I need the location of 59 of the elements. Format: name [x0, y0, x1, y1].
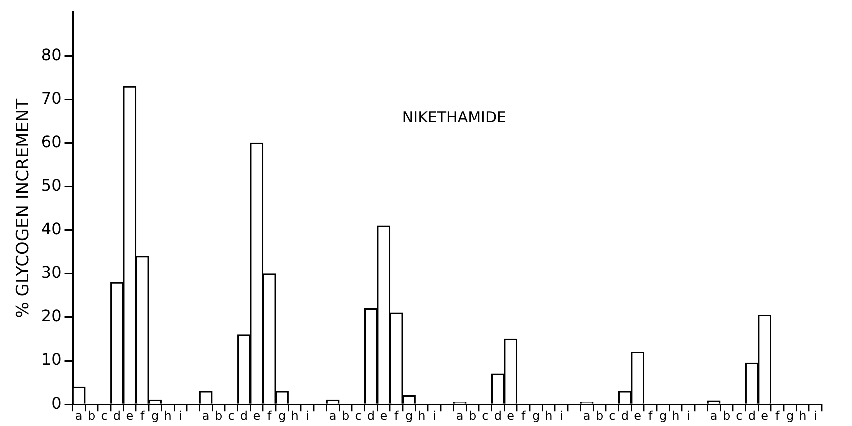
x-tick-label: i — [179, 408, 182, 423]
x-tick-label: a — [202, 408, 210, 423]
x-tick-label: b — [88, 408, 96, 423]
x-tick-label: c — [609, 408, 616, 423]
x-tick-label: i — [306, 408, 310, 423]
y-tick-label: 10 — [41, 350, 62, 370]
x-tick-label: b — [214, 408, 223, 423]
x-tick-label: e — [253, 408, 261, 423]
y-tick-label: 70 — [41, 88, 62, 108]
x-tick-label: e — [507, 408, 515, 423]
x-tick-label: i — [433, 408, 436, 423]
x-tick-label: d — [494, 408, 502, 423]
x-tick-label: c — [101, 408, 108, 423]
x-tick-label: b — [722, 408, 731, 423]
x-tick-label: a — [710, 408, 718, 423]
x-tick-label: f — [267, 408, 272, 423]
x-tick-label: a — [75, 408, 83, 423]
x-tick-label: b — [596, 408, 604, 423]
x-tick-label: d — [113, 408, 122, 423]
x-tick-label: c — [736, 408, 743, 423]
x-tick-label: f — [648, 408, 654, 423]
x-tick-label: i — [814, 408, 818, 423]
y-tick-label: 50 — [41, 176, 62, 195]
text: NIKETHAMIDE — [402, 108, 506, 126]
y-tick-label: 40 — [41, 220, 62, 239]
x-tick-label: h — [799, 408, 807, 423]
x-tick-label: d — [367, 408, 375, 423]
x-tick-label: d — [621, 408, 629, 423]
y-tick-label: 20 — [41, 306, 62, 326]
x-tick-label: e — [126, 408, 134, 423]
x-tick-label: a — [456, 408, 464, 423]
x-tick-label: f — [140, 408, 146, 423]
x-tick-label: i — [686, 408, 690, 423]
x-tick-label: d — [748, 408, 756, 423]
y-tick-label: 60 — [41, 132, 62, 152]
x-tick-label: h — [545, 408, 553, 423]
x-tick-label: a — [583, 408, 591, 423]
y-axis-title: % GLYCOGEN INCREMENT — [14, 98, 34, 318]
x-tick-label: c — [482, 408, 489, 423]
x-tick-label: e — [634, 408, 642, 423]
x-tick-label: e — [761, 408, 769, 423]
x-tick-label: h — [672, 408, 680, 423]
x-tick-label: c — [228, 408, 235, 423]
x-tick-label: b — [468, 408, 477, 423]
x-tick-label: b — [342, 408, 350, 423]
y-tick-label: 0 — [52, 394, 62, 413]
x-tick-label: c — [355, 408, 362, 423]
y-tick-label: 30 — [41, 263, 62, 282]
x-tick-label: f — [521, 408, 526, 423]
x-tick-label: d — [240, 408, 248, 423]
y-tick-label: 80 — [41, 45, 62, 64]
x-tick-label: a — [329, 408, 337, 423]
x-tick-label: i — [560, 408, 564, 423]
x-tick-label: h — [291, 408, 299, 423]
x-tick-label: f — [394, 408, 400, 423]
x-tick-label: h — [418, 408, 426, 423]
x-tick-label: f — [775, 408, 780, 423]
x-tick-label: e — [380, 408, 388, 423]
x-tick-label: h — [164, 408, 172, 423]
